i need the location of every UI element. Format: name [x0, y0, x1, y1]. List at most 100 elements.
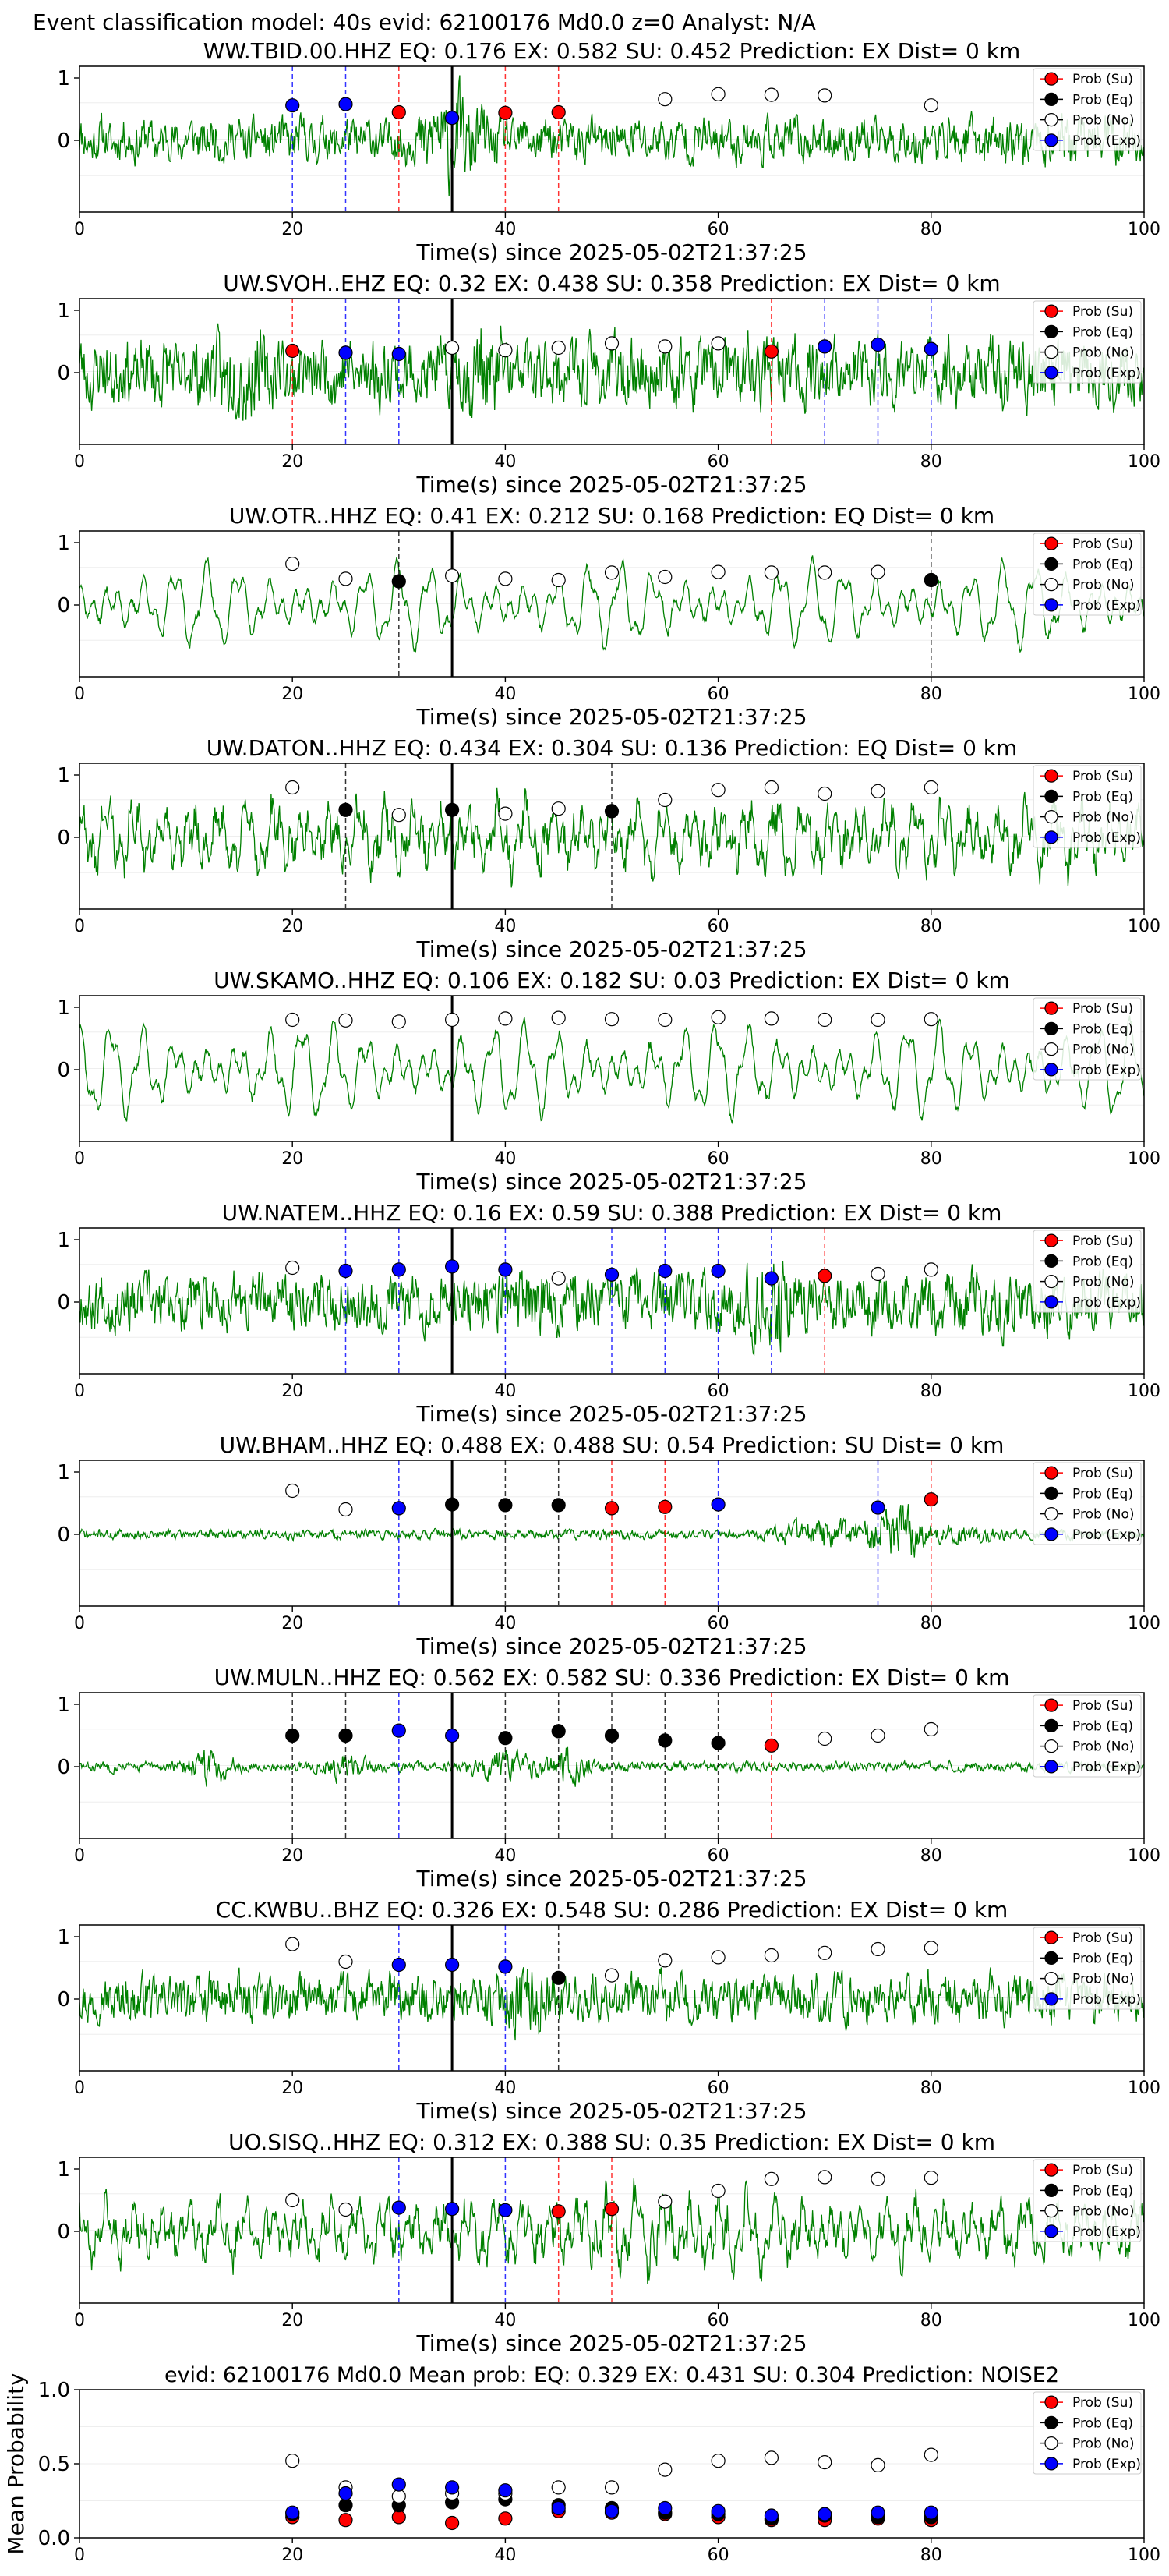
prob-marker-eq — [444, 802, 460, 817]
legend-marker-eq — [1044, 1718, 1058, 1732]
x-tick-label: 20 — [281, 685, 303, 704]
legend-box — [1033, 2159, 1142, 2242]
mean-prob-marker-exp — [711, 2503, 726, 2518]
legend-label-exp: Prob (Exp) — [1072, 830, 1141, 846]
x-axis-label: Time(s) since 2025-05-02T21:37:25 — [415, 1866, 807, 1891]
legend-marker-exp — [1044, 1992, 1058, 2006]
x-tick-label: 0 — [74, 1149, 85, 1169]
legend-marker-su — [1044, 2163, 1058, 2177]
mean-prob-marker-no — [711, 2454, 726, 2468]
prob-marker-no — [285, 1483, 300, 1499]
prob-marker-no — [391, 1014, 406, 1029]
prob-marker-su — [604, 2202, 620, 2217]
legend-label-no: Prob (No) — [1072, 810, 1135, 826]
prob-marker-eq — [604, 804, 620, 819]
y-tick-label: 0 — [57, 1988, 70, 2012]
panel-title: UW.OTR..HHZ EQ: 0.41 EX: 0.212 SU: 0.168… — [229, 503, 994, 529]
y-tick-label: 0 — [57, 362, 70, 385]
legend-label-eq: Prob (Eq) — [1072, 2415, 1133, 2431]
axes-frame — [79, 1692, 1145, 1839]
legend-box — [1033, 533, 1142, 616]
waveform-group — [79, 1015, 1144, 1125]
legend-label-eq: Prob (Eq) — [1072, 92, 1133, 108]
legend-label-no: Prob (No) — [1072, 1275, 1135, 1290]
legend-label-no: Prob (No) — [1072, 1042, 1135, 1058]
y-tick-label: 1 — [57, 67, 70, 90]
x-tick-label: 100 — [1128, 2311, 1160, 2330]
legend-label-su: Prob (Su) — [1072, 1930, 1133, 1946]
x-tick-label: 40 — [494, 2546, 516, 2565]
x-tick-label: 60 — [708, 917, 729, 936]
y-tick-label: 0.0 — [38, 2527, 70, 2550]
prob-marker-exp — [444, 2202, 460, 2217]
legend-marker-no — [1044, 1275, 1058, 1289]
legend-marker-no — [1044, 345, 1058, 359]
legend-marker-su — [1044, 769, 1058, 783]
panel-title: WW.TBID.00.HHZ EQ: 0.176 EX: 0.582 SU: 0… — [203, 38, 1021, 64]
prob-marker-no — [658, 2194, 673, 2209]
prob-marker-no — [285, 780, 300, 795]
legend-label-exp: Prob (Exp) — [1072, 598, 1141, 614]
legend-label-no: Prob (No) — [1072, 2436, 1135, 2452]
prob-marker-exp — [871, 337, 885, 352]
legend-marker-eq — [1044, 92, 1058, 106]
prob-marker-no — [498, 571, 513, 586]
y-tick-label: 1 — [57, 299, 70, 323]
y-tick-label: 0.5 — [38, 2453, 70, 2476]
mean-prob-marker-su — [391, 2510, 406, 2525]
x-axis-label: Time(s) since 2025-05-02T21:37:25 — [415, 936, 807, 962]
legend-box — [1033, 1230, 1142, 1313]
legend-marker-exp — [1044, 1295, 1058, 1309]
legend-label-su: Prob (Su) — [1072, 304, 1133, 320]
prob-marker-su — [658, 1499, 673, 1514]
station-panel-5: UW.NATEM..HHZ EQ: 0.16 EX: 0.59 SU: 0.38… — [57, 1200, 1160, 1427]
x-tick-label: 100 — [1128, 917, 1160, 936]
prob-marker-no — [498, 806, 513, 821]
legend-label-no: Prob (No) — [1072, 345, 1135, 361]
prob-marker-no — [338, 1502, 353, 1517]
legend-marker-exp — [1044, 1527, 1058, 1541]
legend-label-no: Prob (No) — [1072, 113, 1135, 129]
prob-marker-no — [444, 340, 460, 356]
legend-marker-eq — [1044, 2415, 1058, 2429]
y-tick-label: 1 — [57, 764, 70, 787]
prob-marker-no — [764, 1011, 779, 1026]
legend-marker-su — [1044, 2395, 1058, 2409]
x-tick-label: 20 — [281, 1846, 303, 1866]
prob-marker-exp — [338, 97, 353, 111]
prob-marker-no — [551, 1271, 566, 1286]
legend-marker-exp — [1044, 133, 1058, 147]
legend-box — [1033, 2391, 1142, 2475]
prob-marker-exp — [818, 339, 832, 354]
prob-marker-no — [338, 2202, 353, 2217]
x-axis-label: Time(s) since 2025-05-02T21:37:25 — [415, 704, 807, 730]
legend-marker-no — [1044, 113, 1058, 127]
panel-title: UW.SVOH..EHZ EQ: 0.32 EX: 0.438 SU: 0.35… — [223, 271, 1000, 296]
prob-marker-no — [658, 1012, 673, 1028]
station-panel-9: UO.SISQ..HHZ EQ: 0.312 EX: 0.388 SU: 0.3… — [57, 2129, 1160, 2356]
x-tick-label: 80 — [920, 1614, 942, 1633]
axes-frame — [79, 1227, 1145, 1375]
prob-marker-exp — [498, 1262, 513, 1277]
mean-prob-marker-no — [818, 2455, 832, 2470]
prob-marker-exp — [285, 98, 300, 113]
mean-prob-marker-no — [551, 2480, 566, 2495]
x-tick-label: 0 — [74, 917, 85, 936]
prob-marker-no — [338, 1013, 353, 1028]
legend-label-eq: Prob (Eq) — [1072, 1254, 1133, 1269]
legend-label-su: Prob (Su) — [1072, 1466, 1133, 1481]
prob-marker-su — [924, 1492, 938, 1507]
prob-marker-no — [658, 1953, 673, 1968]
x-tick-label: 100 — [1128, 1382, 1160, 1401]
prob-marker-eq — [498, 1731, 513, 1746]
prob-marker-no — [924, 1262, 938, 1277]
prob-marker-no — [338, 1954, 353, 1969]
prob-marker-exp — [604, 1267, 620, 1282]
prob-marker-no — [924, 2171, 938, 2185]
x-tick-label: 20 — [281, 2311, 303, 2330]
waveform-trace — [79, 1015, 1144, 1125]
mean-prob-marker-exp — [551, 2500, 566, 2516]
prob-marker-no — [764, 2171, 779, 2186]
legend-label-su: Prob (Su) — [1072, 2395, 1133, 2411]
